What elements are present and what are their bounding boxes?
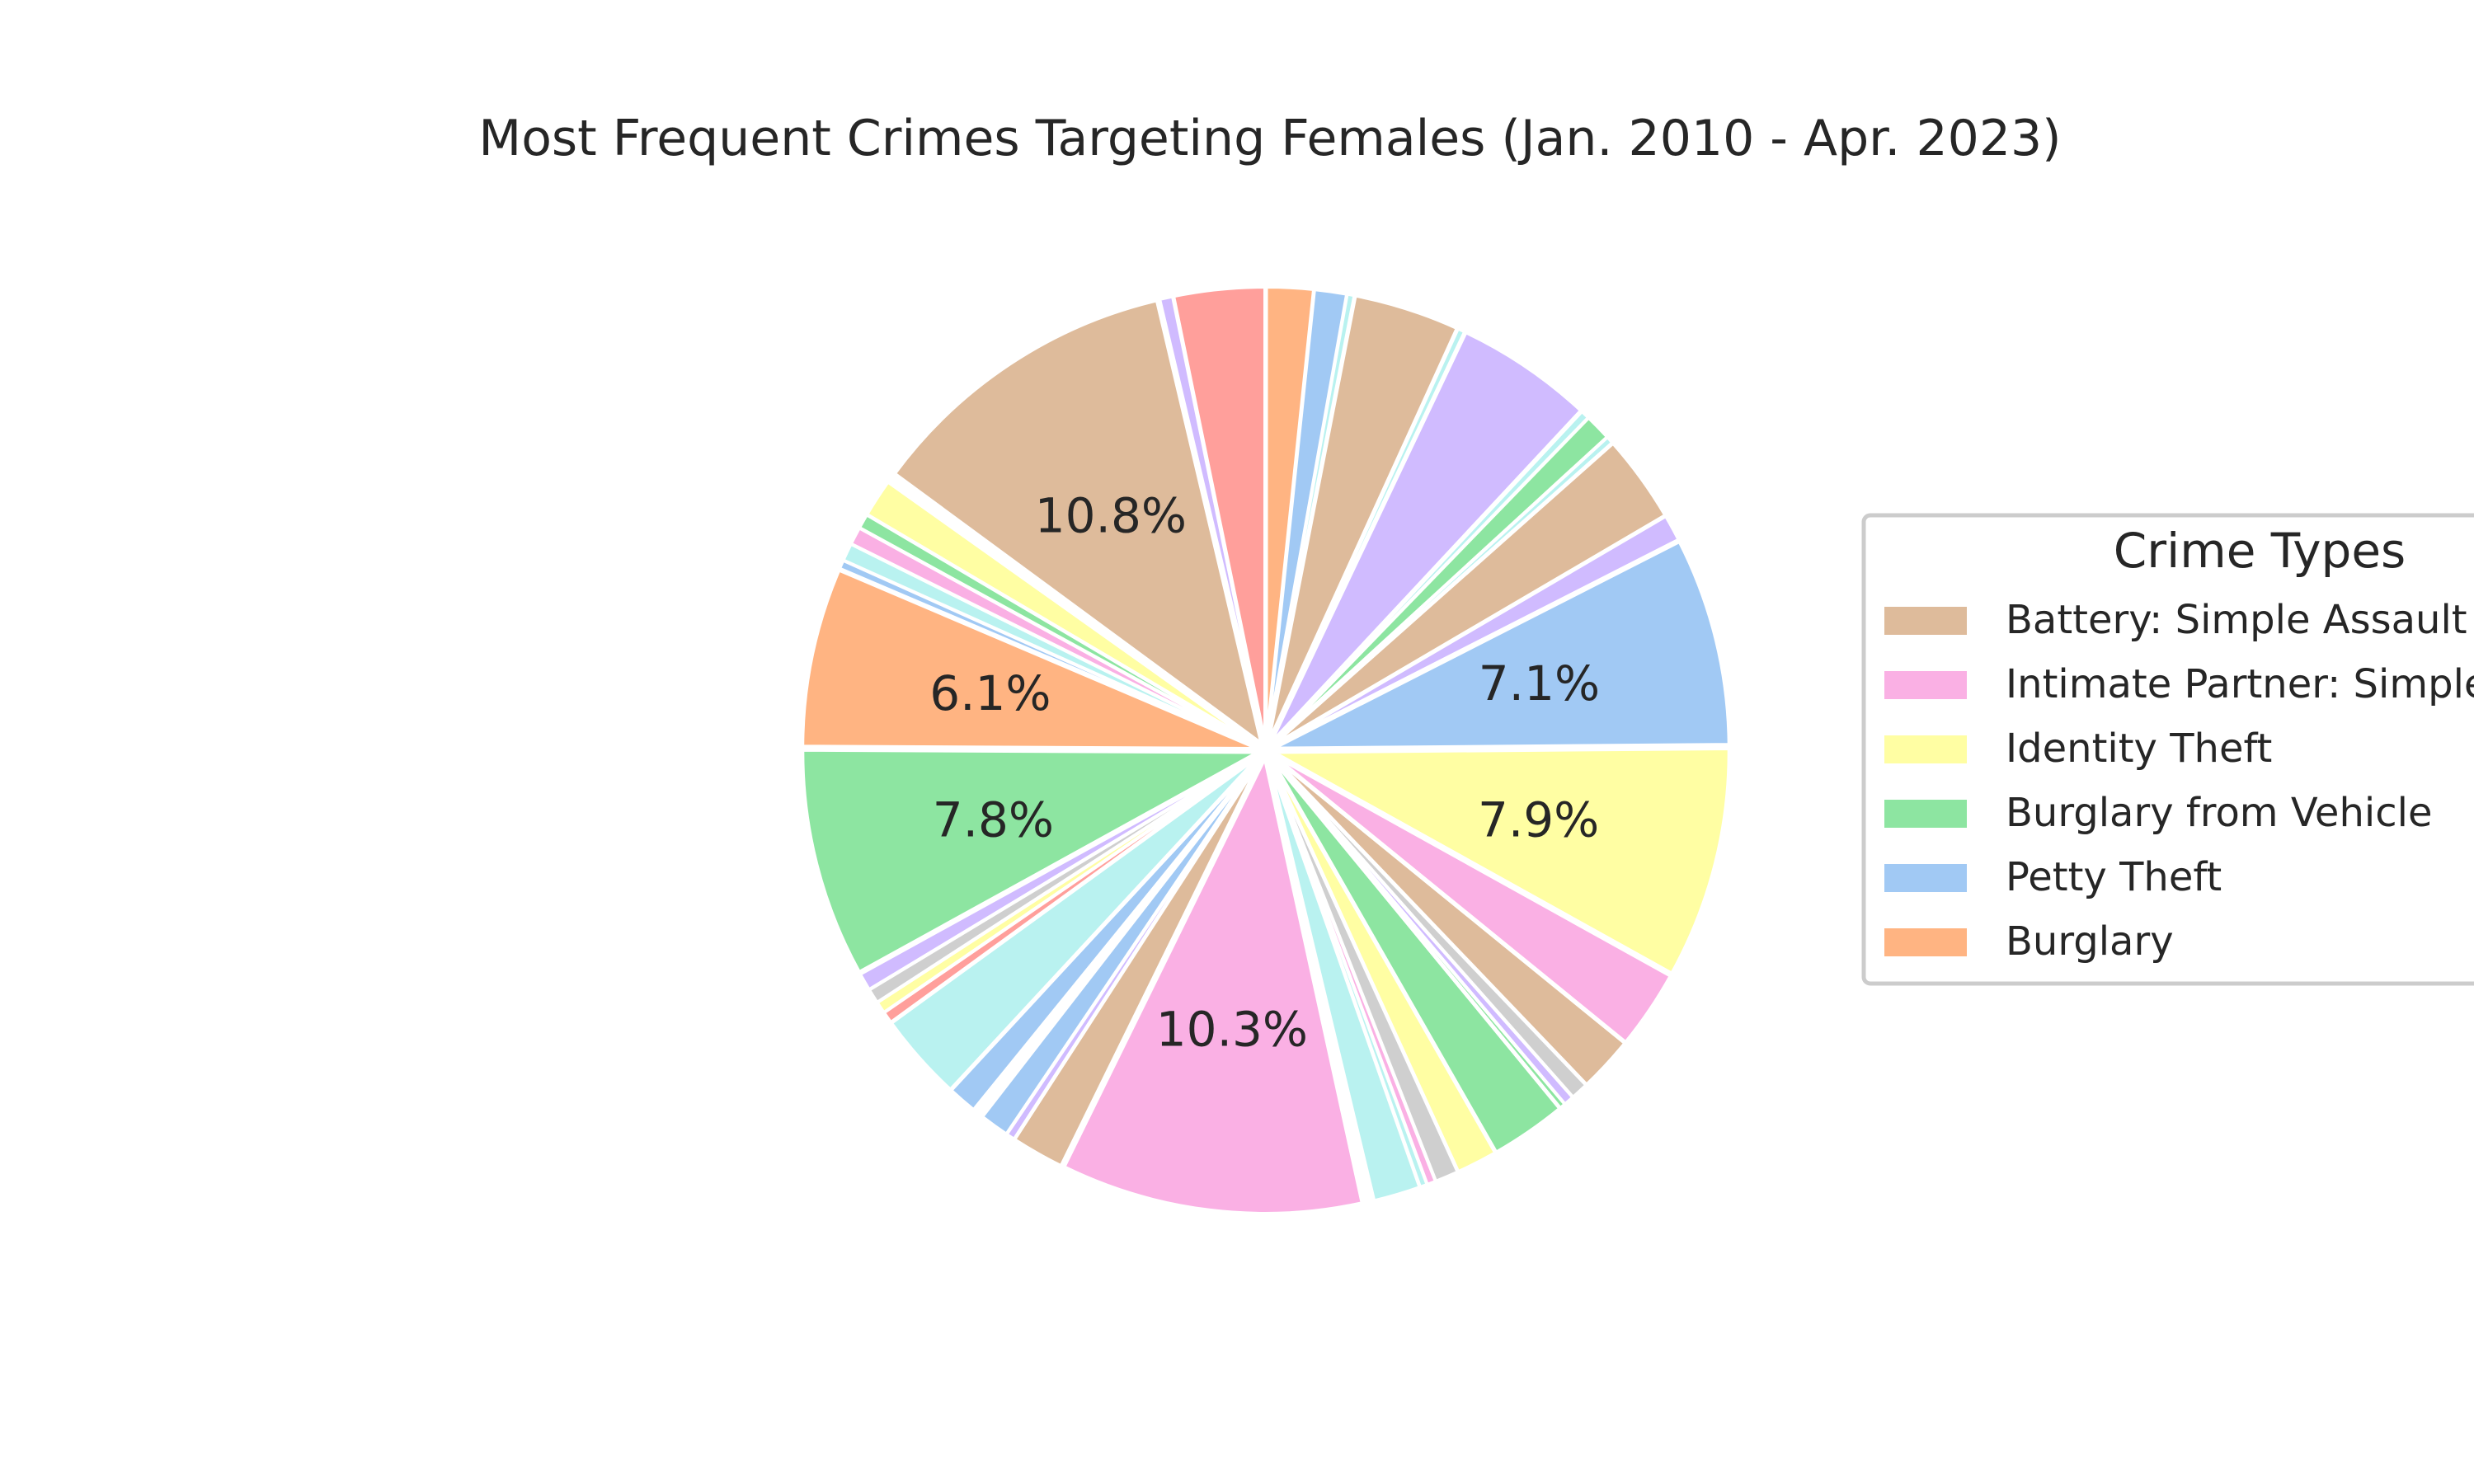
slice-percent-label: 7.9% [1478, 791, 1599, 848]
legend-swatch [1884, 928, 1967, 956]
legend-label: Intimate Partner: Simple [2006, 661, 2474, 707]
slice-percent-label: 10.8% [1035, 487, 1187, 543]
pie-slice [1268, 330, 1583, 745]
pie-slice [801, 748, 1265, 974]
legend-label: Burglary [2006, 918, 2174, 965]
pie-slice [1268, 746, 1731, 976]
legend-entry: Identity Theft [1884, 726, 2272, 772]
legend-entry: Intimate Partner: Simple [1884, 661, 2474, 707]
legend-label: Burglary from Vehicle [2006, 790, 2432, 836]
pie-slice [886, 473, 1261, 747]
legend-label: Identity Theft [2006, 726, 2272, 772]
pie-slice [1266, 758, 1376, 1205]
pie-slice [801, 567, 1258, 750]
slice-percent-label: 10.3% [1156, 1002, 1308, 1058]
slice-percent-label: 7.8% [933, 791, 1054, 848]
slice-percent-label: 7.1% [1479, 655, 1600, 711]
legend-entry: Petty Theft [1884, 854, 2222, 900]
legend-swatch [1884, 864, 1967, 892]
legend-swatch [1884, 800, 1967, 828]
pie-slice [1061, 753, 1365, 1215]
pie-slice [1272, 539, 1731, 750]
slice-percent-label: 6.1% [929, 665, 1051, 721]
legend-entry: Battery: Simple Assault [1884, 597, 2467, 643]
pie-slice [892, 298, 1264, 748]
legend-swatch [1884, 671, 1967, 699]
pie-slice [858, 753, 1260, 993]
legend-entries: Battery: Simple Assault Intimate Partner:… [1884, 597, 2474, 965]
pie-percent-labels: 7.1% 7.9% 10.3% 7.8% 6.1% 10.8% [929, 487, 1600, 1057]
legend-entry: Burglary from Vehicle [1884, 790, 2432, 836]
legend-label: Petty Theft [2006, 854, 2222, 900]
pie-slice [1272, 514, 1681, 748]
legend-swatch [1884, 735, 1967, 763]
legend-title: Crime Types [2114, 523, 2406, 579]
legend-frame [1861, 513, 2474, 986]
chart-title: Most Frequent Crimes Targeting Females (… [478, 110, 2061, 167]
pie-slice [1171, 285, 1267, 743]
legend: Crime Types Battery: Simple Assault Intim… [1861, 513, 2474, 986]
legend-entry: Burglary [1884, 918, 2174, 965]
pie-slices [801, 285, 1731, 1215]
legend-label: Battery: Simple Assault [2006, 597, 2467, 643]
legend-swatch [1884, 607, 1967, 635]
